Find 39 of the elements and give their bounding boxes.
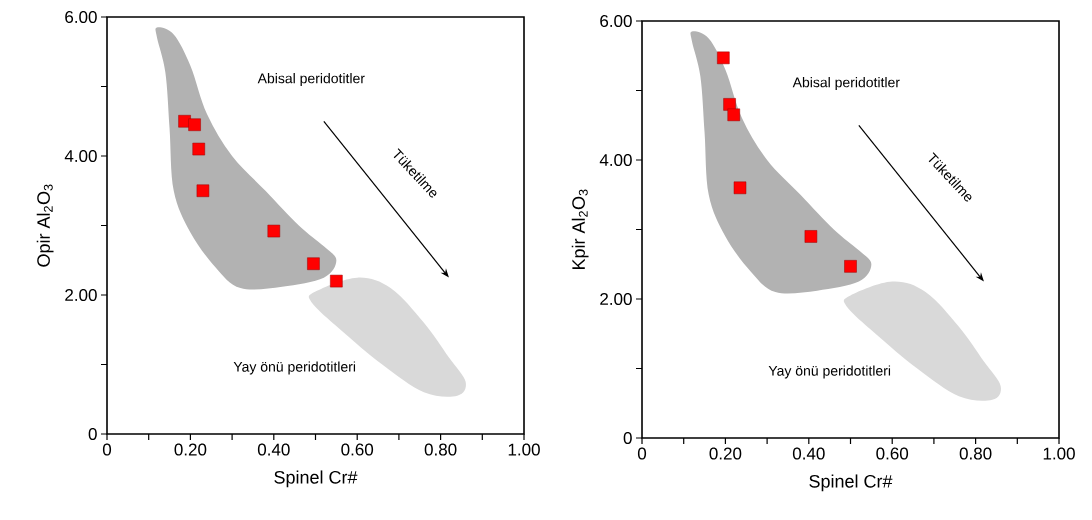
- point: [188, 118, 201, 131]
- annotation: Abisal peridotitler: [257, 73, 365, 87]
- point: [717, 51, 730, 65]
- point: [733, 181, 747, 195]
- point: [330, 274, 343, 288]
- x-tick-label: 0.40: [257, 443, 290, 456]
- x-tick-label: 1.00: [1043, 447, 1075, 460]
- x-tick-label: 0.80: [424, 443, 457, 456]
- y-axis-title: Opir Al$_{2}$O$_{3}$: [36, 184, 54, 267]
- x-tick-label: 1.00: [508, 443, 540, 456]
- point: [804, 230, 818, 243]
- y-tick-label: 0: [88, 427, 97, 441]
- x-tick-label: 0: [637, 447, 647, 460]
- x-axis-title: Spinel Cr#: [274, 470, 358, 488]
- y-tick-label: 6.00: [65, 10, 97, 24]
- y-axis-title: Kpir Al$_{2}$O$_{3}$: [571, 189, 589, 270]
- point: [844, 260, 857, 273]
- point: [267, 224, 281, 238]
- annotation: Yay önü peridotitleri: [233, 361, 356, 375]
- point: [196, 184, 210, 197]
- y-tick-label: 6.00: [600, 14, 632, 28]
- y-tick-label: 4.00: [64, 149, 97, 163]
- x-tick-label: 0.40: [792, 447, 825, 460]
- annotation: Yay önü peridotitleri: [768, 365, 891, 379]
- x-axis-title: Spinel Cr#: [809, 474, 893, 492]
- x-tick-label: 0.60: [341, 443, 374, 456]
- point: [307, 257, 320, 270]
- y-tick-label: 2.00: [600, 292, 632, 306]
- point: [727, 108, 740, 122]
- x-tick-label: 0.80: [959, 447, 992, 460]
- x-tick-label: 0: [102, 443, 112, 456]
- x-tick-label: 0.20: [174, 443, 207, 456]
- annotation: Abisal peridotitler: [792, 77, 900, 91]
- y-tick-label: 0: [623, 431, 632, 445]
- x-tick-label: 0.60: [876, 447, 909, 460]
- y-tick-label: 2.00: [65, 288, 97, 302]
- x-tick-label: 0.20: [709, 447, 742, 460]
- y-tick-label: 4.00: [599, 153, 632, 167]
- point: [192, 142, 205, 156]
